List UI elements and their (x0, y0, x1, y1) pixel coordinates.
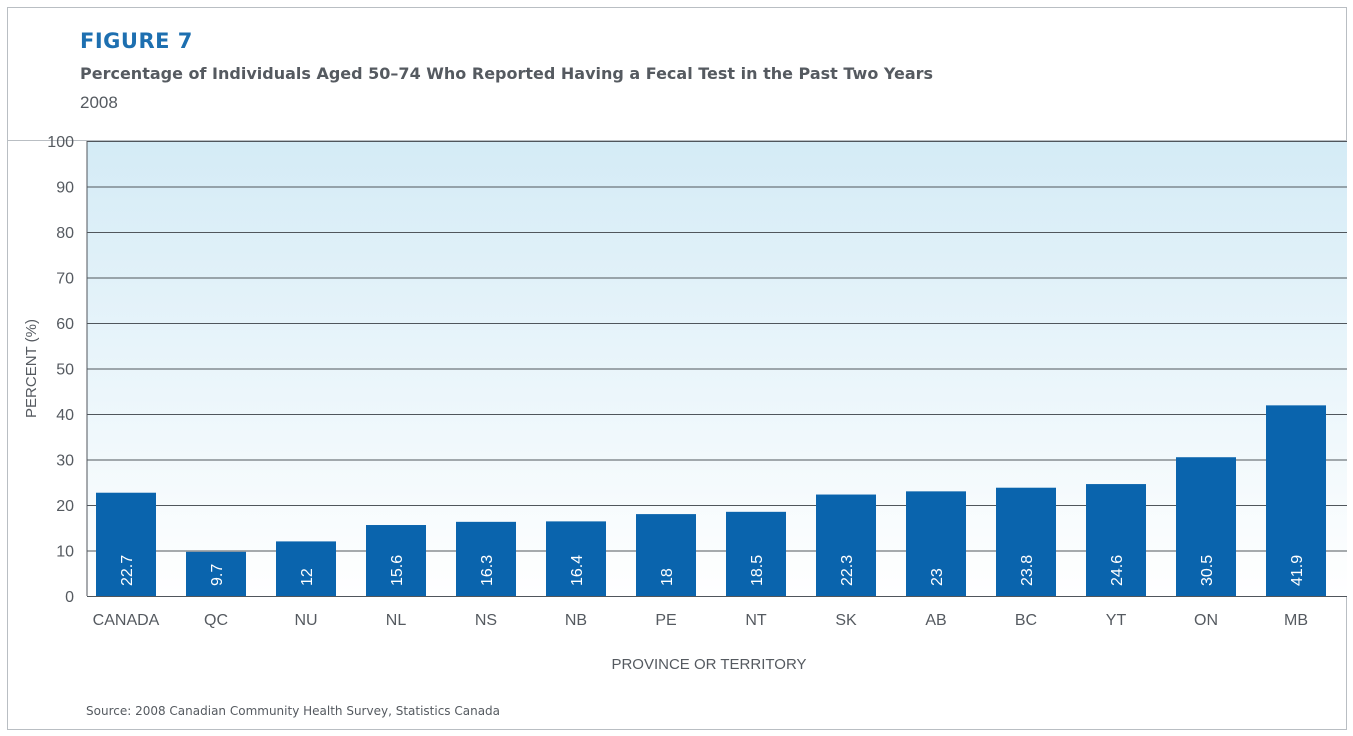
value-labels: 22.7 9.7 12 15.6 16.3 16.4 18 18.5 22.3 23 23.8 24.… (119, 555, 1306, 586)
data-label: 24.6 (1109, 555, 1126, 586)
y-tick-label: 0 (65, 589, 74, 606)
y-tick-label: 100 (47, 134, 74, 151)
data-label: 23.8 (1019, 555, 1036, 586)
bar-mb (1266, 405, 1326, 596)
bar-nl (366, 525, 426, 596)
x-tick-label: AB (925, 612, 946, 629)
y-tick-label: 20 (56, 498, 74, 515)
figure-title: Percentage of Individuals Aged 50–74 Who… (80, 64, 934, 83)
bar-yt (1086, 484, 1146, 596)
bar-ab (906, 491, 966, 596)
bar-nb (546, 521, 606, 596)
data-label: 9.7 (209, 564, 226, 586)
x-tick-label: NU (294, 612, 317, 629)
source-note: Source: 2008 Canadian Community Health S… (86, 704, 501, 718)
x-tick-label: SK (835, 612, 857, 629)
figure-subtitle: 2008 (80, 93, 118, 112)
bar-nt (726, 511, 786, 596)
y-tick-label: 70 (56, 271, 74, 288)
y-tick-label: 80 (56, 225, 74, 242)
figure-label: FIGURE 7 (80, 29, 193, 53)
y-tick-label: 60 (56, 316, 74, 333)
data-label: 22.3 (839, 555, 856, 586)
x-tick-label: ON (1194, 612, 1218, 629)
bar-pe (636, 514, 696, 596)
y-tick-label: 90 (56, 180, 74, 197)
x-tick-label: NT (745, 612, 767, 629)
bar-qc (186, 551, 246, 596)
data-label: 23 (929, 568, 946, 586)
data-label: 16.3 (479, 555, 496, 586)
y-tick-label: 50 (56, 362, 74, 379)
data-label: 30.5 (1199, 555, 1216, 586)
data-label: 15.6 (389, 555, 406, 586)
data-label: 18.5 (749, 555, 766, 586)
y-tick-label: 40 (56, 407, 74, 424)
gridlines (86, 141, 1347, 597)
y-tick-label: 30 (56, 453, 74, 470)
bars (96, 405, 1326, 596)
x-axis-label: PROVINCE OR TERRITORY (611, 656, 806, 673)
x-tick-label: NS (475, 612, 497, 629)
bar-sk (816, 494, 876, 596)
bar-bc (996, 487, 1056, 596)
bar-canada (96, 492, 156, 596)
y-tick-label: 10 (56, 544, 74, 561)
bar-nu (276, 541, 336, 596)
y-axis-ticks: 0 10 20 30 40 50 60 70 80 90 100 (47, 134, 74, 606)
x-tick-label: BC (1015, 612, 1037, 629)
bar-on (1176, 457, 1236, 596)
data-label: 22.7 (119, 555, 136, 586)
x-tick-label: NL (386, 612, 407, 629)
data-label: 16.4 (569, 555, 586, 586)
x-tick-label: PE (655, 612, 676, 629)
x-tick-label: MB (1284, 612, 1308, 629)
x-tick-label: QC (204, 612, 228, 629)
x-axis-ticks: CANADA QC NU NL NS NB PE NT SK AB BC YT ON MB (93, 612, 1308, 629)
y-axis-label: PERCENT (%) (23, 319, 40, 418)
data-label: 41.9 (1289, 555, 1306, 586)
header-separator (7, 140, 1347, 141)
data-label: 18 (659, 568, 676, 586)
data-label: 12 (299, 568, 316, 586)
x-tick-label: CANADA (93, 612, 160, 629)
bar-ns (456, 521, 516, 596)
x-tick-label: YT (1106, 612, 1127, 629)
x-tick-label: NB (565, 612, 587, 629)
